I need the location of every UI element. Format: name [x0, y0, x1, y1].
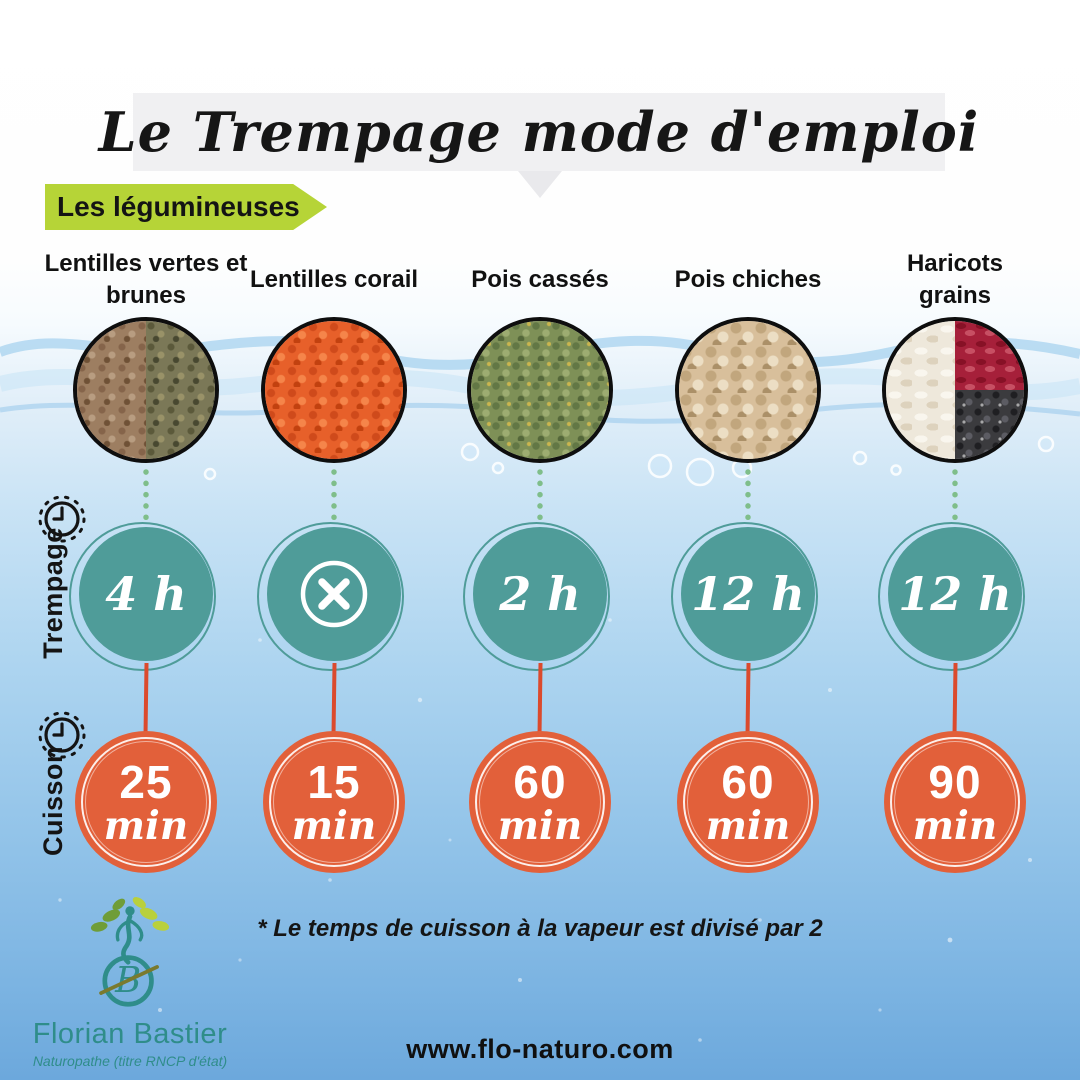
cook-circle-ring [273, 741, 395, 863]
stopwatch-icon [38, 495, 86, 543]
cook-time-circle: 60 min [469, 731, 611, 873]
cook-time-unit: min [291, 802, 377, 849]
cook-circle-ring [894, 741, 1016, 863]
soak-time-value: 12 h [691, 567, 805, 621]
tree-flask-icon: B [90, 897, 170, 1007]
cook-time-value: 90 [928, 755, 982, 808]
legume-column-pois-chiches: Pois chiches 12 h 60 min [646, 245, 850, 885]
cook-time-circle: 60 min [677, 731, 819, 873]
soak-time-circle: 2 h [463, 522, 610, 671]
cook-circle-ring [475, 737, 605, 867]
website-text: www.flo-naturo.com [406, 1034, 674, 1064]
legume-photo-haricots-grains [882, 317, 1028, 463]
soak-dotted-connector [331, 469, 337, 528]
cook-connector-line [745, 662, 751, 738]
cook-circle-ring [269, 737, 399, 867]
cook-time-unit: min [497, 802, 583, 849]
cook-time-value: 15 [307, 755, 361, 808]
soak-time-value: 12 h [898, 567, 1012, 621]
legume-photo-lentilles-corail [261, 317, 407, 463]
soak-time-circle: 12 h [878, 522, 1025, 671]
cook-time-circle: 90 min [884, 731, 1026, 873]
legume-column-lentilles-vertes: Lentilles vertes et brunes 4 h 25 min [44, 245, 248, 885]
soak-time-circle: 4 h [69, 522, 216, 671]
legume-name: Lentilles vertes et brunes [44, 250, 248, 309]
soak-circle-ring [69, 522, 216, 671]
logo-subtitle: Naturopathe (titre RNCP d'état) [32, 1053, 228, 1069]
cook-circle-ring [85, 741, 207, 863]
soak-circle-ring [878, 522, 1025, 671]
legume-column-haricots-grains: Haricots grains 12 h 90 min [853, 245, 1057, 885]
legume-photo-pois-casses [467, 317, 613, 463]
cook-time-value: 60 [721, 755, 775, 808]
section-ribbon: Les légumineuses [45, 184, 327, 230]
logo-name: Florian Bastier [32, 1018, 228, 1050]
cook-time-unit: min [103, 802, 189, 849]
soak-time-circle: 12 h [671, 522, 818, 671]
cook-circle-ring [81, 737, 211, 867]
legume-photo-lentilles-vertes-brunes [73, 317, 219, 463]
soak-time-value: 2 h [499, 567, 581, 621]
legume-name: Haricots grains [906, 250, 1004, 309]
cook-connector-line [952, 662, 958, 738]
soak-time-circle [257, 522, 404, 671]
title-banner-pointer [518, 171, 562, 198]
soak-dotted-connector [537, 469, 543, 528]
title-banner: Le Trempage mode d'emploi [99, 93, 978, 171]
legume-photo-pois-chiches [675, 317, 821, 463]
cook-time-value: 60 [513, 755, 567, 808]
cook-time-circle: 25 min [75, 731, 217, 873]
cook-circle-ring [890, 737, 1020, 867]
cook-time-unit: min [705, 802, 791, 849]
legume-name: Pois cassés [471, 266, 609, 294]
cook-time-unit: min [912, 802, 998, 849]
cook-connector-line [331, 662, 337, 738]
legume-column-lentilles-corail: Lentilles corail 15 min [232, 245, 436, 885]
no-soak-crossed-circle-icon [300, 560, 368, 628]
cook-connector-line [537, 662, 543, 738]
soak-circle-ring [257, 522, 404, 671]
cook-circle-ring [683, 737, 813, 867]
cook-circle-ring [479, 741, 601, 863]
soak-circle-ring [463, 522, 610, 671]
cook-time-circle: 15 min [263, 731, 405, 873]
soak-time-value: 4 h [105, 567, 187, 621]
legume-name: Pois chiches [674, 266, 822, 294]
cook-circle-ring [687, 741, 809, 863]
section-label: Les légumineuses [57, 191, 300, 222]
soak-dotted-connector [952, 469, 958, 528]
soak-dotted-connector [745, 469, 751, 528]
page-title: Le Trempage mode d'emploi [98, 100, 980, 164]
legume-name: Lentilles corail [249, 266, 419, 294]
logo-florian-bastier: B Florian Bastier Naturopathe (titre RNC… [18, 893, 242, 1069]
steam-cooking-footnote: * Le temps de cuisson à la vapeur est di… [257, 915, 823, 942]
cook-time-value: 25 [119, 755, 173, 808]
legume-column-pois-casses: Pois cassés 2 h 60 min [438, 245, 642, 885]
soak-circle-ring [671, 522, 818, 671]
soak-dotted-connector [143, 469, 149, 528]
stopwatch-icon [38, 711, 86, 759]
cook-connector-line [143, 662, 149, 738]
